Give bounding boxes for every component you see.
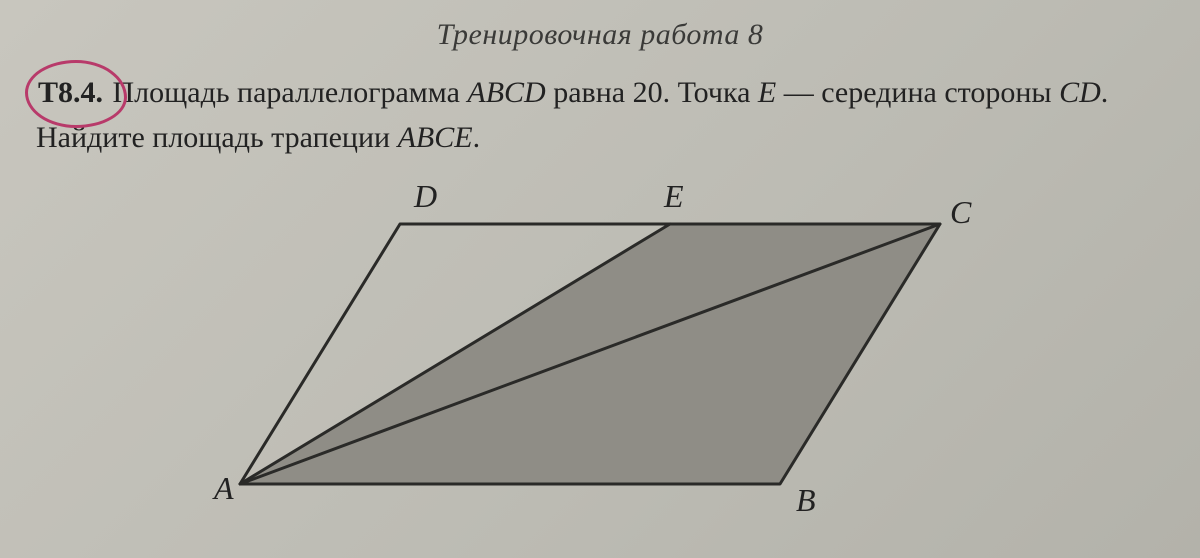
vertex-label-D: D <box>414 178 437 215</box>
problem-text: Т8.4. Площадь параллелограмма ABCD равна… <box>36 70 1164 160</box>
problem-id: Т8.4. <box>36 70 105 115</box>
label-E: E <box>758 76 776 109</box>
label-ABCE: ABCE <box>398 121 473 154</box>
problem-text-2: равна 20. Точка <box>546 76 758 109</box>
vertex-label-C: C <box>950 194 971 231</box>
page-title: Тренировочная работа 8 <box>36 18 1164 52</box>
vertex-label-A: A <box>214 470 234 507</box>
page: Тренировочная работа 8 Т8.4. Площадь пар… <box>0 0 1200 558</box>
label-CD: CD <box>1059 76 1101 109</box>
figure-container: D E C A B <box>36 164 1164 524</box>
problem-text-5: . <box>473 121 481 154</box>
vertex-label-E: E <box>664 178 684 215</box>
problem-text-1: Площадь параллелограмма <box>113 76 468 109</box>
vertex-label-B: B <box>796 482 816 519</box>
parallelogram-svg <box>180 164 1020 524</box>
figure: D E C A B <box>180 164 1020 524</box>
label-ABCD: ABCD <box>467 76 545 109</box>
problem-text-3: — середина стороны <box>776 76 1059 109</box>
